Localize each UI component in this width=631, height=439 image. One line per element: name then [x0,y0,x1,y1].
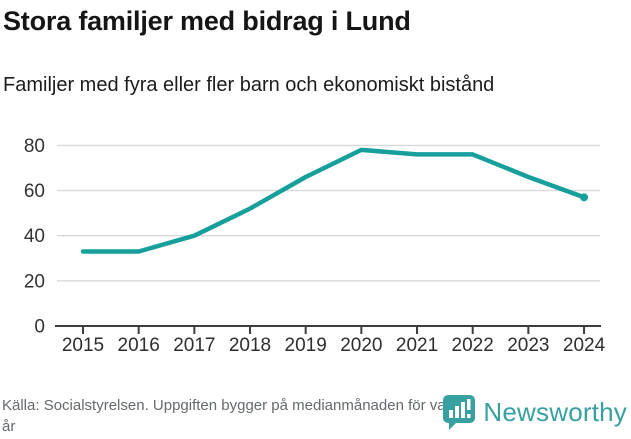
x-tick-label-2021: 2021 [396,335,438,356]
x-tick-label-2015: 2015 [62,335,104,356]
x-tick-label-2017: 2017 [173,335,215,356]
x-tick-label-2024: 2024 [563,335,606,356]
x-tick-label-2016: 2016 [118,335,160,356]
footer: Källa: Socialstyrelsen. Uppgiften bygger… [0,387,631,439]
line-chart: 0 20 40 60 80 2015 2016 2017 2018 2019 2020 2021 202… [0,118,631,368]
x-tick-label-2022: 2022 [452,335,494,356]
chart-subtitle: Familjer med fyra eller fler barn och ek… [3,74,495,96]
newsworthy-brand-link[interactable]: Newsworthy [442,393,627,431]
source-note: Källa: Socialstyrelsen. Uppgiften bygger… [2,397,463,435]
y-tick-label-40: 40 [24,226,45,247]
line-chart-svg: 0 20 40 60 80 2015 2016 2017 2018 2019 2020 2021 202… [24,136,606,356]
x-tick-label-2023: 2023 [507,335,549,356]
y-tick-label-0: 0 [34,317,45,338]
x-tick-label-2020: 2020 [340,335,382,356]
chart-title: Stora familjer med bidrag i Lund [3,6,411,36]
y-tick-label-20: 20 [24,271,45,292]
data-line-endpoint [580,193,589,202]
data-line-series [80,147,587,254]
newsworthy-logo-icon [442,393,476,431]
x-tick-label-2018: 2018 [229,335,271,356]
newsworthy-wordmark: Newsworthy [483,396,627,427]
y-tick-label-60: 60 [24,181,45,202]
x-tick-label-2019: 2019 [285,335,327,356]
y-tick-label-80: 80 [24,136,45,157]
